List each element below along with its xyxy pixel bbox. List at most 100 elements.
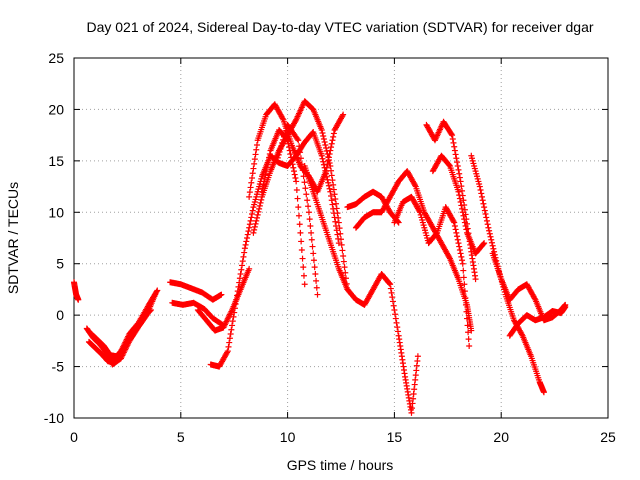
data-point <box>254 211 261 218</box>
data-point <box>261 178 268 185</box>
data-point <box>288 157 295 164</box>
y-tick-label: 5 <box>56 256 64 272</box>
series-sat-b <box>83 291 159 368</box>
data-point <box>234 292 241 299</box>
data-point <box>459 260 466 267</box>
data-point <box>309 243 316 250</box>
series-sat-a <box>71 279 82 303</box>
data-point <box>320 136 327 142</box>
data-point <box>412 182 419 189</box>
data-point <box>464 322 471 329</box>
data-point <box>393 319 400 326</box>
data-point <box>241 249 248 256</box>
data-point <box>386 280 393 287</box>
data-point <box>294 136 301 142</box>
data-point <box>253 146 260 153</box>
data-point <box>459 205 466 212</box>
data-point <box>562 303 569 310</box>
data-point <box>288 154 295 161</box>
data-point <box>238 266 245 273</box>
data-point <box>338 236 344 243</box>
data-point <box>483 217 490 224</box>
data-point <box>262 171 269 178</box>
data-point <box>325 182 332 189</box>
x-tick-label: 25 <box>600 429 616 445</box>
data-point <box>257 199 264 206</box>
data-point <box>265 157 272 164</box>
data-point <box>540 389 547 396</box>
data-point <box>455 188 462 195</box>
data-point <box>323 168 330 175</box>
data-point <box>226 335 233 342</box>
data-point <box>256 205 263 212</box>
data-point <box>261 175 268 181</box>
x-axis-label: GPS time / hours <box>287 457 394 473</box>
data-point <box>301 281 308 288</box>
data-point <box>328 197 335 204</box>
data-point <box>248 179 255 186</box>
data-point <box>275 151 282 158</box>
data-point <box>460 267 467 274</box>
data-point <box>476 183 483 190</box>
data-point <box>321 139 328 145</box>
data-point <box>394 324 401 331</box>
data-point <box>387 281 394 288</box>
data-point <box>327 147 334 154</box>
data-point <box>324 161 331 168</box>
data-point <box>251 223 258 230</box>
data-point <box>486 230 493 237</box>
series-sat-p <box>391 193 473 349</box>
data-point <box>236 279 243 286</box>
data-point <box>455 240 462 247</box>
data-point <box>246 189 253 196</box>
data-point <box>451 223 458 229</box>
data-point <box>224 348 231 355</box>
data-point <box>297 149 304 156</box>
series-sat-d <box>88 307 154 360</box>
data-point <box>452 151 459 158</box>
data-point <box>263 164 270 171</box>
data-point <box>264 161 271 168</box>
data-point <box>336 225 343 232</box>
data-point <box>277 145 284 152</box>
data-point <box>392 311 399 318</box>
data-point <box>239 262 246 269</box>
data-point <box>325 157 332 164</box>
data-point <box>250 229 257 236</box>
data-point <box>302 185 309 192</box>
data-point <box>338 241 345 248</box>
data-point <box>240 253 247 260</box>
data-point <box>245 228 252 235</box>
data-point <box>459 209 466 216</box>
data-point <box>278 142 285 149</box>
data-point <box>478 190 485 197</box>
data-point <box>333 200 340 207</box>
data-point <box>230 313 237 320</box>
data-point <box>252 220 259 227</box>
data-point <box>488 239 495 246</box>
data-point <box>463 308 470 315</box>
data-point <box>326 151 333 157</box>
x-tick-label: 10 <box>280 429 296 445</box>
data-point <box>462 223 469 229</box>
data-point <box>332 218 339 225</box>
data-point <box>454 236 461 243</box>
data-point <box>310 250 317 257</box>
series-sat-j <box>246 101 347 200</box>
data-point <box>333 205 340 212</box>
data-point <box>295 137 302 144</box>
data-point <box>225 343 232 350</box>
data-point <box>462 301 469 308</box>
data-point <box>253 214 260 221</box>
data-point <box>463 226 470 233</box>
data-point <box>335 214 342 221</box>
series-sat-r <box>429 152 488 257</box>
data-point <box>290 164 297 171</box>
series-sat-q <box>423 118 479 283</box>
data-point <box>226 339 233 346</box>
data-point <box>331 191 338 198</box>
data-point <box>457 199 464 205</box>
data-point <box>154 287 161 294</box>
data-point <box>249 211 255 217</box>
data-point <box>244 231 251 238</box>
